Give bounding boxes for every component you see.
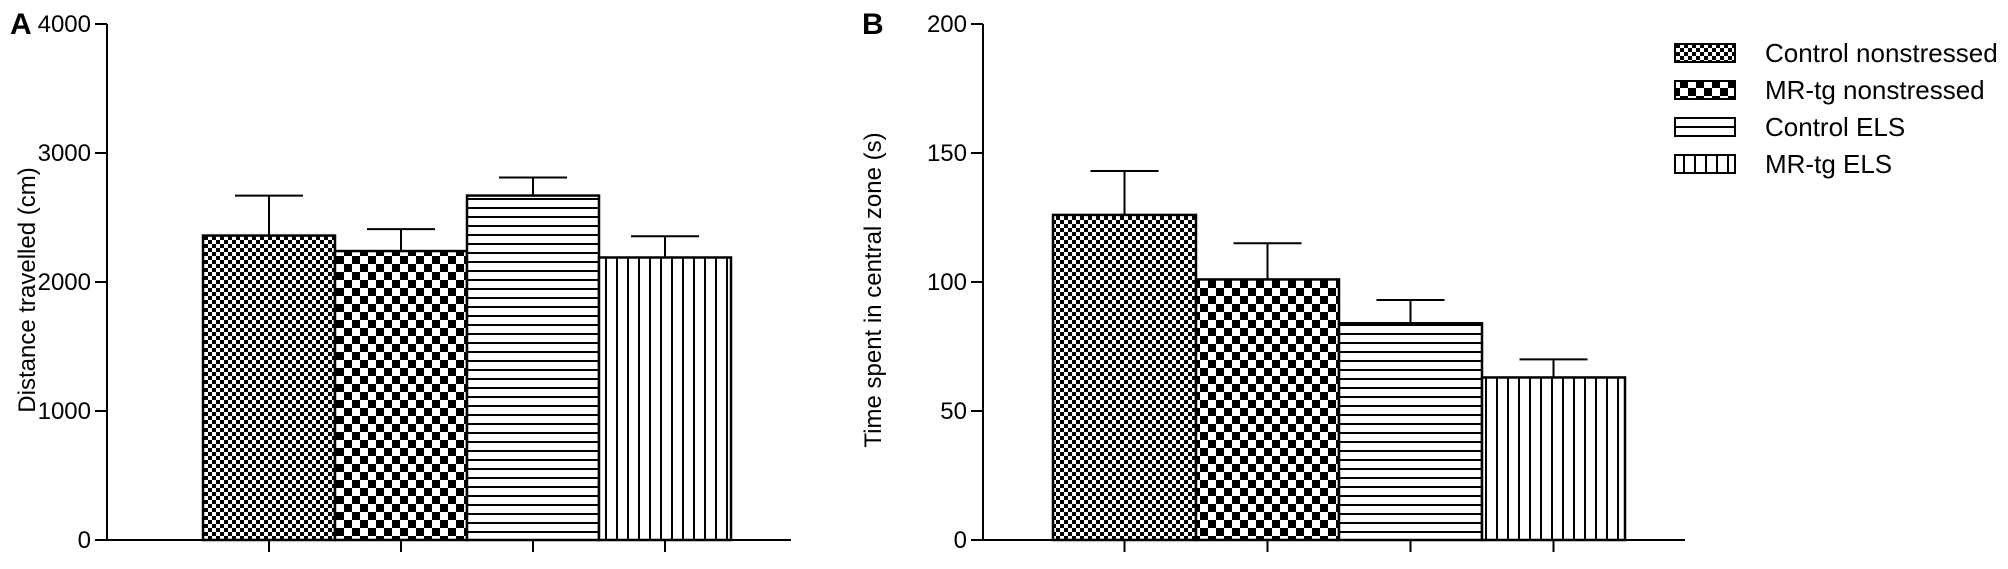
legend-swatch xyxy=(1674,43,1736,63)
bar-mr-tg-els xyxy=(597,256,733,542)
legend-entry-mr-tg-nonstressed: MR-tg nonstressed xyxy=(1674,75,1985,105)
legend-swatch xyxy=(1674,117,1736,137)
y-tick-label: 0 xyxy=(78,527,91,554)
y-tick-label: 3000 xyxy=(38,140,91,167)
legend-label: MR-tg nonstressed xyxy=(1765,75,1985,105)
y-tick-label: 4000 xyxy=(38,11,91,38)
y-axis-title: Distance travelled (cm) xyxy=(14,167,41,412)
bar-mr-tg-nonstressed xyxy=(1194,278,1341,542)
legend-label: MR-tg ELS xyxy=(1765,149,1892,179)
bar-control-nonstressed xyxy=(1051,213,1198,542)
bar-mr-tg-els xyxy=(1480,376,1627,542)
legend-entry-control-nonstressed: Control nonstressed xyxy=(1674,38,1998,68)
y-tick-label: 200 xyxy=(927,11,967,38)
bar-control-els xyxy=(1337,322,1484,542)
legend-swatch xyxy=(1674,80,1736,100)
bar-control-nonstressed xyxy=(201,234,337,542)
y-tick-label: 2000 xyxy=(38,269,91,296)
bar-mr-tg-nonstressed xyxy=(333,249,469,542)
legend: Control nonstressed MR-tg nonstressed Co… xyxy=(1674,38,1998,179)
y-tick-label: 0 xyxy=(954,527,967,554)
y-tick-label: 50 xyxy=(940,398,967,425)
panel-label: A xyxy=(10,8,32,41)
y-tick-label: 150 xyxy=(927,140,967,167)
legend-label: Control ELS xyxy=(1765,112,1905,142)
y-axis-title: Time spent in central zone (s) xyxy=(860,132,887,447)
y-tick-label: 1000 xyxy=(38,398,91,425)
legend-label: Control nonstressed xyxy=(1765,38,1998,68)
y-tick-label: 100 xyxy=(927,269,967,296)
legend-entry-mr-tg-els: MR-tg ELS xyxy=(1674,149,1892,179)
panel-label: B xyxy=(862,8,884,41)
legend-entry-control-els: Control ELS xyxy=(1674,112,1905,142)
panel-b: B 0 50 100 150 200 Time spent in central zon… xyxy=(860,8,1685,554)
panel-a: A 0 1000 2000 3000 4000 Distance travelled (… xyxy=(10,8,791,554)
legend-swatch xyxy=(1674,154,1736,174)
bar-control-els xyxy=(465,194,601,542)
